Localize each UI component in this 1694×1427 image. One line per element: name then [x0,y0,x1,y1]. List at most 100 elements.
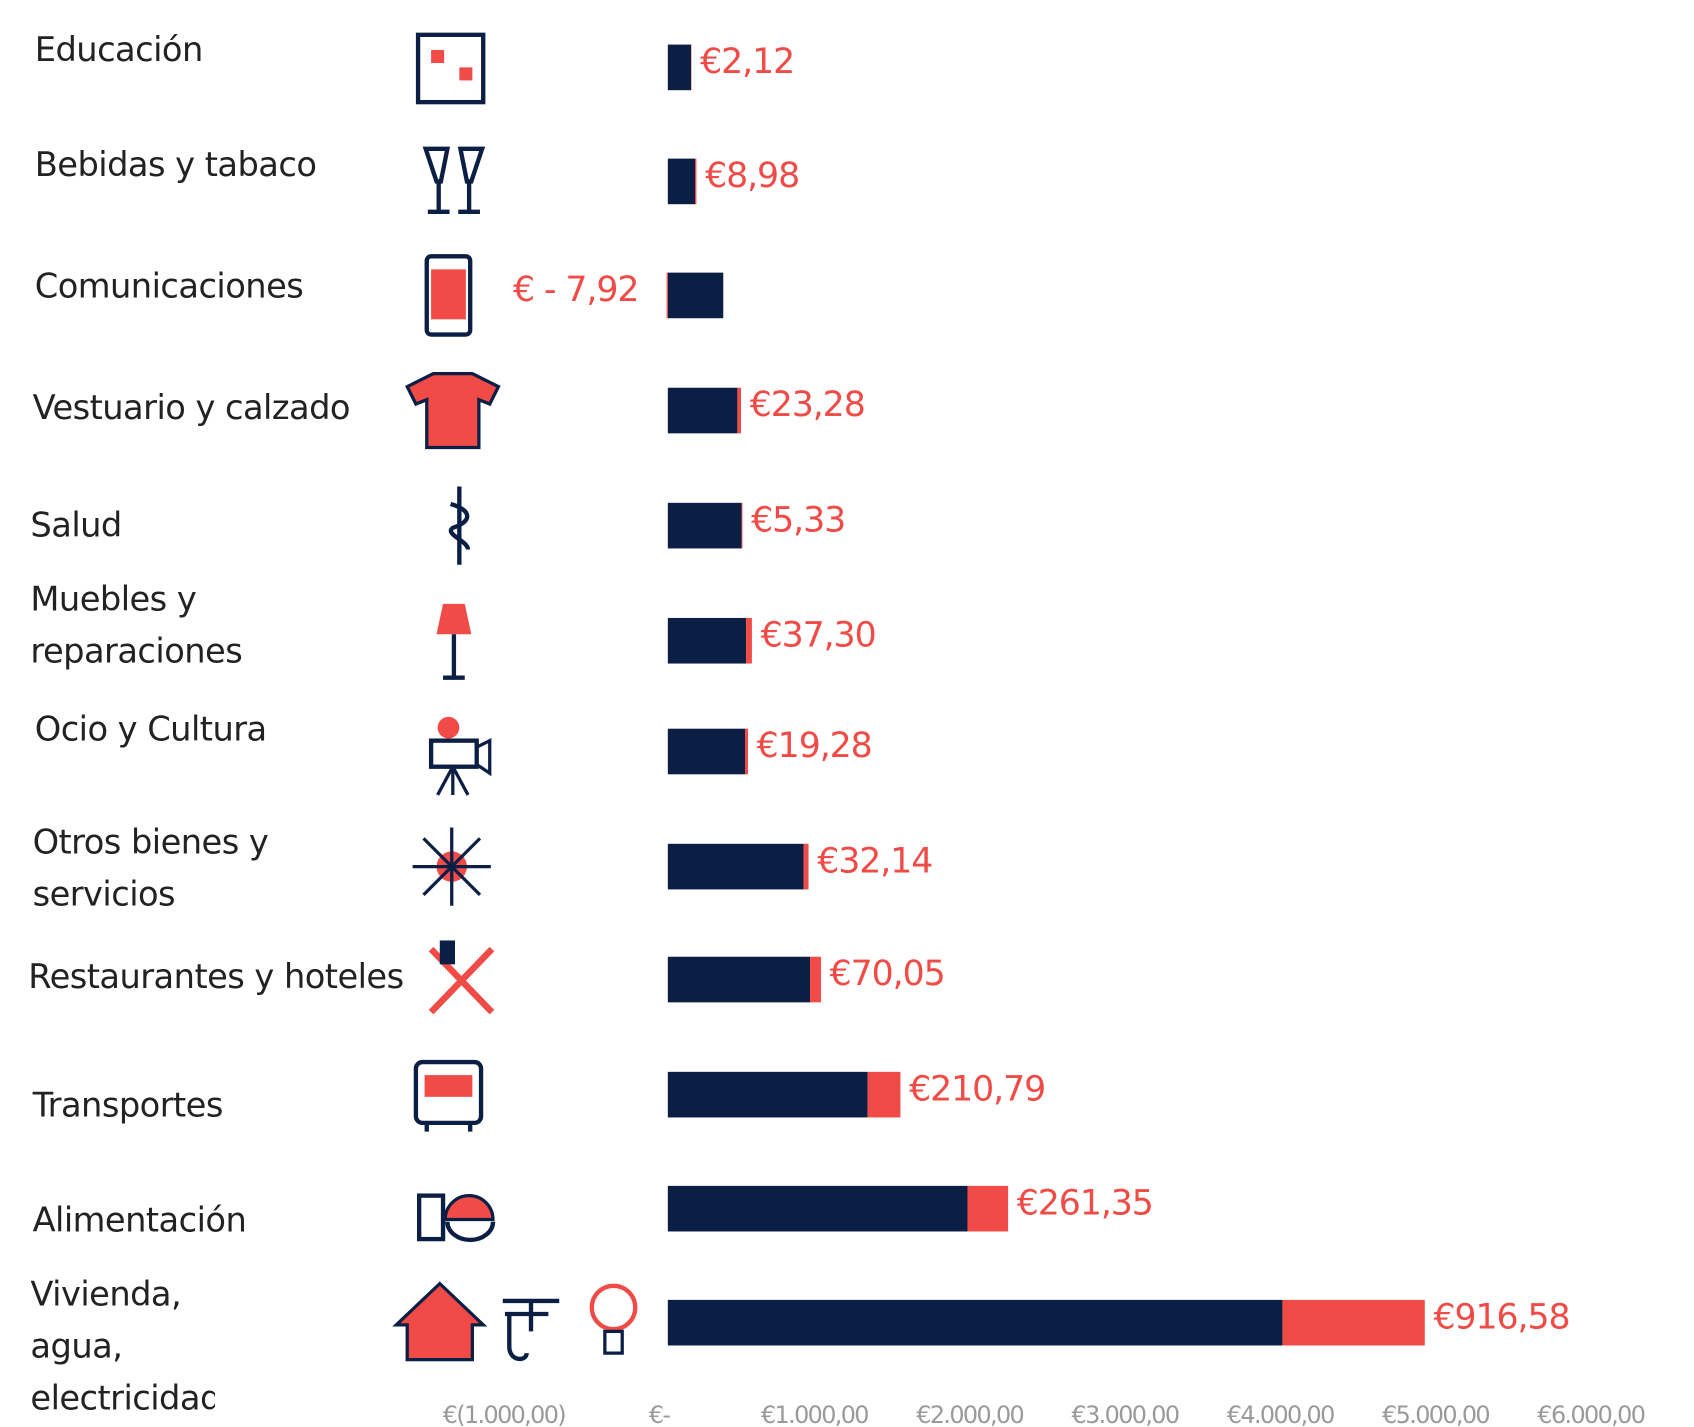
icon-part [422,146,486,214]
icon-part [502,1298,560,1362]
category-icon [392,1281,638,1362]
icon-part [424,1122,473,1132]
bar-segment [745,728,748,775]
category-label-box: Comunicaciones [34,267,304,307]
category-label-box: Salud [30,506,122,546]
icon-part [416,1193,446,1242]
category-label: Otros bienes y servicios [32,823,269,915]
bar-segment [967,1185,1009,1232]
category-label: Salud [30,506,122,546]
category-icon [413,1059,484,1132]
icon-part [413,1059,484,1126]
icon-part [392,1281,488,1362]
icon-part [431,269,466,320]
bar-segment [667,617,747,664]
category-label-box: Muebles y reparaciones [30,579,243,672]
bar-segment [803,843,809,890]
category-icon [405,371,501,450]
value-label: €23,28 [750,385,865,425]
category-label: Bebidas y tabaco [34,145,317,185]
value-label: €8,98 [705,156,799,196]
category-label-box: Vivienda, agua, electricidad [30,1274,216,1419]
category-icon [428,940,495,1015]
icon-part [589,1283,638,1332]
icon-part [448,486,471,565]
x-tick-label: €5.000,00 [1382,1401,1489,1427]
value-label: €5,33 [751,500,845,540]
category-label-box: Educación [34,30,204,70]
category-icon [412,827,491,906]
category-label: Alimentación [32,1201,247,1241]
bar-segment [667,44,692,91]
icon-part [439,940,455,965]
category-label-box: Ocio y Cultura [34,710,267,750]
icon-part [428,738,479,769]
bar-segment [667,387,738,434]
bar-segment [667,502,742,549]
bar-segment [810,956,821,1003]
bar-segment [667,956,811,1003]
icon-part [603,1329,624,1355]
category-icon [416,1193,496,1243]
category-icon [428,716,492,796]
bar-segment [741,502,743,549]
icon-part [436,603,472,635]
category-label: Vestuario y calzado [32,388,351,428]
category-label-box: Transportes [32,1085,224,1126]
category-icon [448,486,471,565]
bar-segment [666,272,668,319]
category-label: Restaurantes y hoteles [28,957,404,997]
value-label: €210,79 [909,1069,1045,1109]
x-tick-label: €4.000,00 [1227,1401,1334,1427]
bar-segment [737,387,742,434]
bar-segment [867,1071,901,1118]
category-label-box: Bebidas y tabaco [34,145,317,185]
category-icon [422,146,486,214]
bar-segment [695,158,697,205]
value-label: €70,05 [830,954,945,994]
bar-segment [667,158,696,205]
value-label: €916,58 [1433,1297,1569,1337]
value-label: €261,35 [1017,1183,1153,1223]
x-tick-label: €(1.000,00) [443,1401,566,1427]
category-label-box: Alimentación [32,1201,247,1241]
value-label: €19,28 [757,726,872,766]
icon-part [443,1194,495,1222]
value-label: €37,30 [761,615,876,655]
x-tick-label: €2.000,00 [916,1401,1023,1427]
value-label: € - 7,92 [513,270,638,310]
category-label: Transportes [32,1085,224,1126]
value-label: €2,12 [700,42,794,82]
x-tick-label: €6.000,00 [1537,1401,1644,1427]
category-icon [424,254,473,337]
icon-part [424,1075,473,1097]
icon-part [445,1221,496,1243]
bar-segment [1282,1299,1425,1346]
category-label-box: Otros bienes y servicios [32,823,269,915]
x-tick-label: €1.000,00 [761,1401,868,1427]
icon-part [405,371,501,450]
bar-segment [667,728,746,775]
icon-part [424,254,473,337]
icon-part [412,827,491,906]
bar-segment [667,1299,1283,1346]
bar-segment [746,617,752,664]
icon-part [443,634,465,680]
icon-part [431,50,445,64]
category-label: Educación [34,30,204,70]
category-icon [415,32,486,105]
icon-part [437,716,460,739]
category-label: Muebles y reparaciones [30,579,243,672]
bar-segment [667,843,804,890]
category-label: Comunicaciones [34,267,304,307]
bar-segment [667,272,724,319]
x-tick-label: €- [649,1401,671,1427]
category-label: Vivienda, agua, electricidad [30,1274,216,1419]
icon-part [459,67,473,81]
category-label-box: Restaurantes y hoteles [28,957,404,997]
bar-segment [667,1185,968,1232]
category-label: Ocio y Cultura [34,710,267,750]
icon-part [415,32,486,105]
